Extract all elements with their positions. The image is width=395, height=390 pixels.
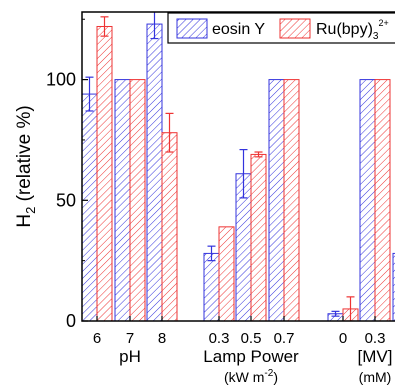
error-bar-eosin-y-4 bbox=[239, 149, 248, 199]
bar-eosin-y-2 bbox=[146, 23, 163, 321]
x-tick-label-4: 0.5 bbox=[241, 330, 262, 347]
x-tick-label-6: 0 bbox=[339, 330, 347, 347]
x-tick-label-0: 6 bbox=[93, 330, 101, 347]
error-bar-ru-bpy-4 bbox=[254, 151, 263, 158]
legend-label-eosin-y: eosin Y bbox=[212, 21, 265, 38]
legend-swatch-ru-bpy bbox=[279, 18, 311, 39]
error-bar-eosin-y-3 bbox=[207, 245, 216, 262]
x-group-label-1: Lamp Power bbox=[203, 347, 299, 366]
legend-swatch-eosin-y bbox=[176, 18, 208, 39]
x-tick-label-2: 8 bbox=[158, 330, 166, 347]
x-group-label-0: pH bbox=[119, 347, 141, 366]
bar-eosin-y-0 bbox=[82, 93, 98, 321]
legend: eosin Y Ru(bpy)32+ bbox=[167, 12, 395, 44]
error-bar-ru-bpy-0 bbox=[100, 16, 109, 37]
error-bar-eosin-y-0 bbox=[85, 76, 94, 112]
bar-eosin-y-7 bbox=[359, 79, 376, 321]
x-group-unit-1: (kW m-2) bbox=[224, 368, 278, 385]
x-group-unit-2: (mM) bbox=[359, 369, 392, 385]
y-tick-label-100: 100 bbox=[46, 70, 76, 90]
bar-ru-bpy-7 bbox=[374, 79, 391, 321]
x-tick-label-7: 0.3 bbox=[365, 330, 386, 347]
error-bar-eosin-y-2 bbox=[150, 12, 159, 40]
bar-ru-bpy-0 bbox=[96, 25, 113, 321]
error-bar-eosin-y-6 bbox=[331, 310, 340, 317]
bar-eosin-y-8 bbox=[392, 252, 395, 321]
x-tick-label-1: 7 bbox=[126, 330, 134, 347]
plot-frame bbox=[81, 11, 395, 322]
y-tick-label-50: 50 bbox=[56, 190, 76, 210]
x-tick-label-3: 0.3 bbox=[209, 330, 230, 347]
bar-ru-bpy-5 bbox=[283, 79, 300, 321]
bar-ru-bpy-2 bbox=[161, 132, 178, 321]
bar-ru-bpy-4 bbox=[250, 153, 267, 321]
y-tick-label-0: 0 bbox=[66, 311, 76, 331]
bar-eosin-y-3 bbox=[203, 252, 220, 321]
y-axis-label: H2 (relative %) bbox=[14, 105, 38, 227]
x-tick-label-5: 0.7 bbox=[274, 330, 295, 347]
error-bar-ru-bpy-6 bbox=[346, 296, 355, 321]
legend-label-ru-bpy: Ru(bpy)32+ bbox=[316, 18, 389, 42]
bar-ru-bpy-3 bbox=[218, 226, 235, 321]
bar-ru-bpy-1 bbox=[129, 79, 146, 321]
x-group-label-2: [MV] bbox=[358, 347, 393, 366]
bar-eosin-y-1 bbox=[114, 79, 131, 321]
error-bar-ru-bpy-2 bbox=[165, 112, 174, 153]
bar-eosin-y-5 bbox=[268, 79, 285, 321]
